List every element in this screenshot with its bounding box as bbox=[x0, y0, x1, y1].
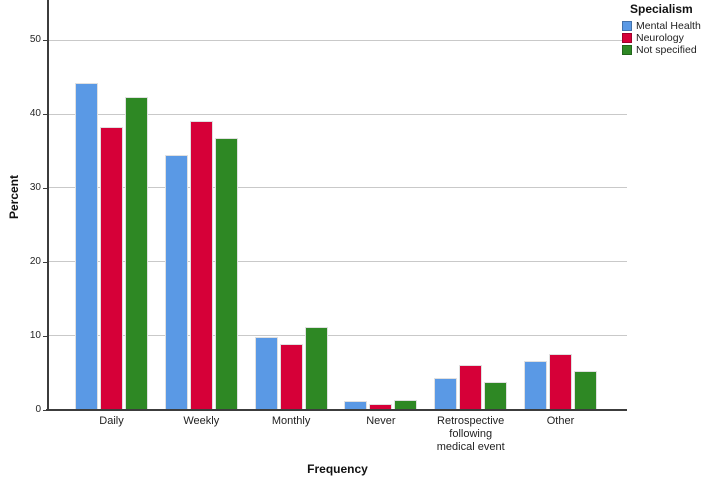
x-tick-label-line: Monthly bbox=[271, 415, 311, 427]
gridline-20 bbox=[48, 261, 627, 263]
legend-entry-label: Not specified bbox=[636, 44, 697, 56]
y-tick-label-20: 20 bbox=[29, 255, 41, 267]
gridline-50 bbox=[48, 39, 627, 41]
y-axis-tick-10 bbox=[43, 335, 47, 337]
legend-entry-label: Mental Health bbox=[636, 20, 701, 32]
bar-neurology-weekly bbox=[189, 121, 213, 410]
legend-swatch-icon bbox=[622, 45, 632, 55]
y-tick-label-10: 10 bbox=[29, 329, 41, 341]
bar-not-specified-monthly bbox=[304, 326, 328, 410]
legend-entry-label: Neurology bbox=[636, 32, 684, 44]
y-tick-label-30: 30 bbox=[29, 181, 41, 193]
x-tick-label-line: Daily bbox=[99, 415, 124, 427]
legend-entry-not-specified: Not specified bbox=[622, 45, 701, 55]
x-tick-label-line: Weekly bbox=[183, 415, 220, 427]
gridline-10 bbox=[48, 335, 627, 337]
bar-not-specified-never bbox=[394, 399, 418, 410]
legend: Specialism Mental Health Neurology Not spe… bbox=[622, 2, 701, 57]
x-tick-label-other: Other bbox=[505, 415, 617, 428]
bar-mental-health-retrospective bbox=[434, 377, 458, 410]
bar-not-specified-retrospective bbox=[484, 382, 508, 410]
x-tick-label-never: Never bbox=[325, 415, 437, 428]
legend-swatch-icon bbox=[622, 21, 632, 31]
bar-neurology-other bbox=[549, 354, 572, 410]
x-tick-label-line: Retrospective bbox=[437, 415, 505, 427]
gridline-40 bbox=[48, 113, 627, 115]
legend-entries: Mental Health Neurology Not specified bbox=[622, 21, 701, 55]
bar-not-specified-daily bbox=[125, 97, 148, 410]
y-tick-label-40: 40 bbox=[29, 108, 41, 119]
y-axis-tick-30 bbox=[43, 187, 47, 189]
bar-neurology-retrospective bbox=[459, 365, 483, 410]
bar-neurology-monthly bbox=[279, 343, 303, 410]
y-axis-tick-40 bbox=[43, 114, 47, 115]
x-tick-label-line: Never bbox=[366, 415, 396, 427]
y-axis-tick-0 bbox=[43, 409, 47, 411]
y-axis-tick-20 bbox=[43, 261, 47, 263]
bar-mental-health-monthly bbox=[254, 337, 278, 410]
y-axis-title: Percent bbox=[7, 174, 21, 220]
x-tick-label-daily: Daily bbox=[56, 415, 168, 428]
bar-mental-health-other bbox=[524, 361, 547, 410]
x-tick-label-line: following bbox=[449, 428, 493, 440]
legend-entry-mental-health: Mental Health bbox=[622, 21, 701, 31]
bar-mental-health-weekly bbox=[164, 155, 188, 410]
y-tick-label-0: 0 bbox=[35, 403, 41, 415]
gridline-30 bbox=[48, 187, 627, 189]
bar-neurology-never bbox=[369, 403, 393, 410]
y-axis-line bbox=[47, 0, 49, 411]
y-tick-label-50: 50 bbox=[29, 34, 41, 46]
x-tick-label-weekly: Weekly bbox=[145, 415, 257, 428]
x-tick-label-line: Other bbox=[546, 415, 575, 427]
bar-mental-health-daily bbox=[75, 82, 98, 410]
y-axis-tick-50 bbox=[43, 40, 47, 42]
x-tick-label-retrospective: Retrospective following medical event bbox=[415, 415, 527, 454]
legend-entry-neurology: Neurology bbox=[622, 33, 701, 43]
x-axis-title: Frequency bbox=[307, 462, 368, 476]
legend-title: Specialism bbox=[630, 2, 693, 16]
x-tick-label-monthly: Monthly bbox=[235, 415, 347, 428]
legend-swatch-icon bbox=[622, 33, 632, 43]
x-tick-label-line: medical event bbox=[436, 441, 505, 453]
bar-not-specified-other bbox=[574, 371, 597, 410]
bar-neurology-daily bbox=[100, 126, 123, 410]
bar-not-specified-weekly bbox=[214, 138, 238, 410]
x-axis-line bbox=[46, 409, 627, 411]
bar-mental-health-never bbox=[344, 401, 368, 410]
